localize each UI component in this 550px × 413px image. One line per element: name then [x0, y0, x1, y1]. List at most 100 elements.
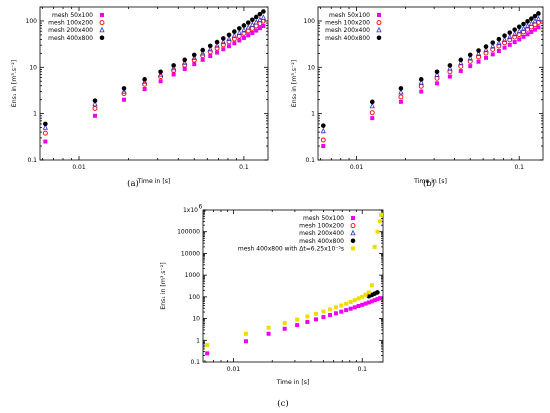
legend-marker — [350, 238, 356, 244]
data-point — [205, 343, 210, 348]
data-point — [200, 47, 206, 53]
data-point — [261, 23, 266, 28]
data-point — [379, 212, 384, 217]
data-point — [253, 14, 259, 20]
data-point — [516, 24, 522, 30]
data-point — [141, 78, 148, 85]
data-point — [243, 339, 248, 344]
data-point — [512, 40, 517, 45]
data-point — [243, 331, 248, 336]
data-point — [171, 64, 177, 71]
data-point — [158, 79, 163, 84]
data-point — [207, 49, 213, 55]
data-point — [447, 65, 453, 71]
data-point — [226, 32, 232, 38]
chart-panel-b: 0.01 0.1 0.1 1 10 100 Time in [s] Ens₂ in [m³.s… — [291, 6, 544, 189]
data-point — [467, 58, 473, 64]
data-point — [532, 27, 537, 32]
y-axis-label: Ens₁ in [m³.s⁻²] — [11, 60, 18, 107]
data-point — [418, 83, 424, 89]
data-point — [321, 309, 326, 314]
data-point — [370, 116, 375, 121]
data-point — [398, 99, 403, 104]
data-point — [375, 297, 380, 302]
data-point — [447, 63, 453, 68]
data-point — [321, 144, 326, 149]
data-point — [339, 309, 344, 314]
data-point — [257, 11, 263, 17]
data-point — [501, 36, 508, 43]
data-point — [320, 137, 326, 143]
data-point — [261, 9, 266, 14]
data-point — [241, 30, 247, 36]
data-point — [260, 14, 267, 20]
legend-label: mesh 400x800 — [325, 35, 370, 42]
x-tick-label: 0.1 — [239, 164, 249, 171]
legend-marker — [351, 246, 355, 251]
data-point — [250, 17, 255, 23]
data-point — [42, 130, 48, 136]
legend-marker — [376, 26, 382, 33]
data-point — [253, 23, 259, 29]
data-point — [182, 57, 188, 63]
data-point — [536, 11, 541, 16]
series-group — [43, 23, 266, 144]
data-point — [313, 317, 318, 322]
x-tick-label: 0.01 — [350, 164, 364, 171]
data-point — [369, 283, 374, 288]
panel-caption: (c) — [277, 398, 288, 409]
data-point — [232, 29, 237, 34]
data-point — [227, 44, 232, 49]
data-point — [214, 42, 220, 48]
data-point — [43, 139, 48, 144]
legend-label: mesh 50x100 — [52, 12, 93, 19]
plot-frame — [39, 6, 269, 161]
data-point — [521, 29, 526, 35]
y-tick-label: 100 — [26, 18, 38, 25]
data-point — [121, 86, 127, 91]
data-point — [434, 69, 440, 75]
y-tick-label: 1 — [196, 337, 200, 344]
data-point — [435, 81, 440, 86]
legend-label: mesh 400x800 — [299, 238, 344, 245]
data-point — [483, 50, 489, 56]
data-point — [475, 50, 482, 57]
series-group — [321, 25, 541, 149]
data-point — [313, 311, 318, 316]
data-point — [207, 43, 213, 49]
data-point — [521, 34, 526, 39]
data-point — [375, 290, 380, 295]
chart-panel-a: 0.01 0.1 0.1 1 10 100 Time in [s] Ens₁ in [m³.s… — [11, 6, 269, 189]
y-tick-label: 10 — [192, 316, 200, 323]
data-point — [344, 301, 349, 306]
chart-panel-c: 0.01 0.1 0.1 1 10 100 1000 10000 100000 1x10 6 Time… — [160, 204, 384, 409]
data-point — [418, 77, 424, 82]
data-point — [496, 36, 502, 42]
data-point — [496, 39, 502, 46]
y-tick-label: 10 — [29, 64, 37, 71]
data-point — [363, 301, 368, 306]
legend-marker — [351, 216, 355, 220]
series-group — [320, 15, 542, 134]
data-point — [328, 307, 333, 312]
legend-label: mesh 200x400 — [325, 27, 370, 34]
x-axis-label: Time in [s] — [276, 379, 310, 386]
data-point — [295, 317, 300, 322]
data-point — [237, 38, 242, 43]
data-point — [320, 127, 326, 134]
data-point — [476, 54, 482, 60]
data-point — [200, 57, 205, 62]
y-tick-label: 0.1 — [27, 157, 37, 164]
data-point — [369, 299, 374, 304]
data-point — [467, 54, 473, 61]
data-point — [490, 46, 496, 52]
data-point — [348, 299, 353, 304]
data-point — [282, 321, 287, 326]
y-tick-label: 1x10 — [183, 207, 198, 214]
data-point — [215, 50, 220, 55]
data-point — [496, 48, 501, 53]
series-group — [366, 290, 380, 299]
legend-marker — [99, 26, 105, 33]
data-point — [241, 35, 246, 40]
data-point — [339, 303, 344, 308]
